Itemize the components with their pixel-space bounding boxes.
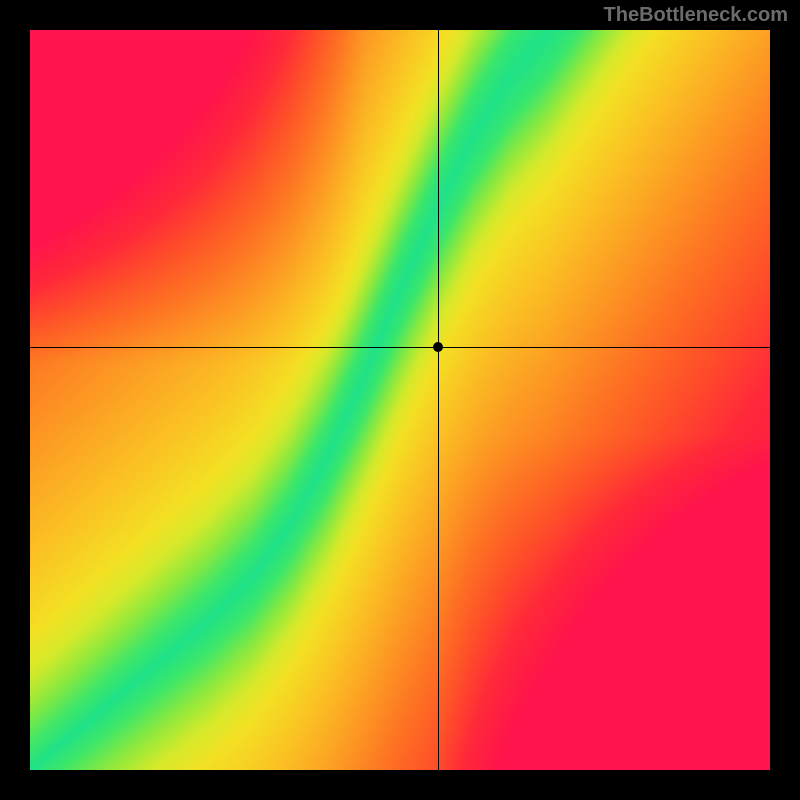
- crosshair-vertical: [438, 30, 439, 770]
- crosshair-horizontal: [30, 347, 770, 348]
- heatmap-plot-area: [30, 30, 770, 770]
- selection-marker: [433, 342, 443, 352]
- heatmap-canvas: [30, 30, 770, 770]
- watermark-text: TheBottleneck.com: [604, 4, 788, 27]
